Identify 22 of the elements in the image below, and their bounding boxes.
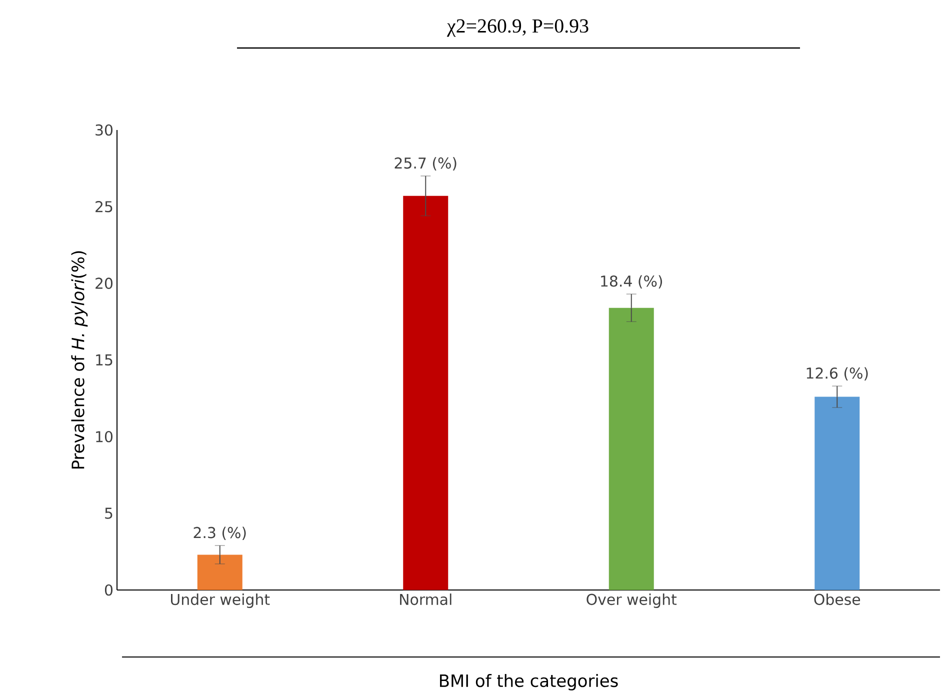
x-tick-label: Under weight [170,594,270,608]
chart-title: χ2=260.9, P=0.93 [446,19,588,37]
bar [814,396,860,590]
x-tick-label: Over weight [586,594,677,608]
y-tick-label: 10 [96,431,112,442]
y-tick-label: 0 [104,584,112,596]
y-tick-label: 30 [96,124,112,136]
data-label: 18.4 (%) [601,275,662,289]
bar [608,308,654,590]
y-tick-label: 20 [96,278,112,289]
x-axis-title: BMI of the categories [440,674,618,690]
y-tick-label: 25 [96,201,112,212]
data-label: 12.6 (%) [806,367,868,381]
x-tick-label: Obese [814,594,860,606]
y-tick-label: 5 [105,508,112,519]
y-axis-title: Prevalence of H. pylori(%) [71,251,88,468]
data-label: 2.3 (%) [194,526,246,540]
bar [403,196,448,590]
y-tick-label: 15 [96,354,112,366]
x-tick-label: Normal [400,594,452,606]
data-label: 25.7 (%) [394,157,456,170]
bar [197,554,242,590]
